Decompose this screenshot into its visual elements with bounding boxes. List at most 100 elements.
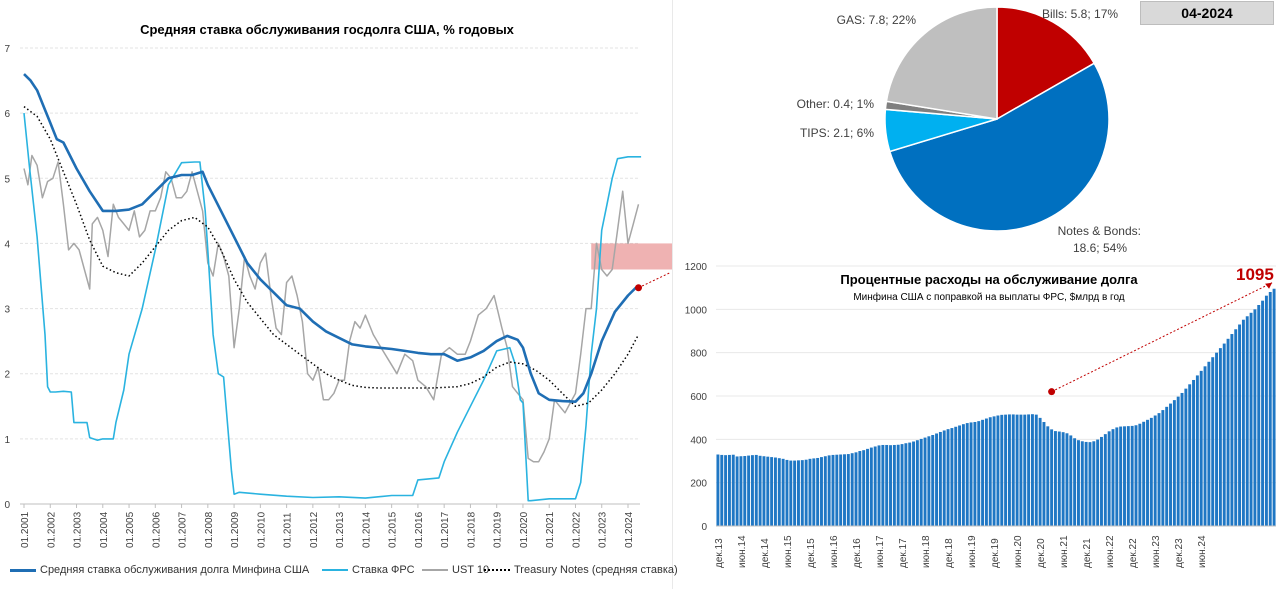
bar	[1146, 419, 1149, 526]
y-tick-label: 1	[4, 435, 10, 446]
grid	[20, 47, 640, 440]
legend-swatch	[322, 569, 348, 572]
bar	[1149, 417, 1153, 526]
interest-expense-panel: Процентные расходы на обслуживание долга…	[676, 258, 1280, 589]
bar	[797, 460, 800, 526]
x-tick-label: дек.14	[760, 538, 771, 568]
legend-item-ust10: UST 10	[422, 564, 489, 576]
x-tick-label: дек.15	[806, 538, 817, 568]
bar	[720, 454, 724, 526]
bar	[839, 454, 843, 526]
bar	[747, 455, 751, 526]
x-tick-label: дек.19	[990, 538, 1001, 568]
bar	[785, 459, 789, 526]
pie-label: TIPS: 2.1; 6%	[800, 126, 874, 140]
series-treasury-notes	[23, 105, 640, 408]
x-tick-label: 01.2014	[361, 511, 372, 548]
bar	[854, 452, 858, 526]
y-tick-label: 6	[4, 109, 10, 120]
x-tick-label: 01.2011	[283, 512, 294, 548]
bar	[1184, 388, 1188, 526]
y-tick-label: 5	[4, 174, 10, 185]
bar	[773, 457, 777, 526]
series-treasury-avg-rate	[23, 73, 637, 404]
x-tick-label: 01.2015	[388, 511, 399, 548]
bar	[908, 442, 912, 526]
bar	[1119, 426, 1123, 526]
x-tick-label: июн.20	[1013, 535, 1024, 568]
bar	[1107, 431, 1111, 526]
bar	[762, 456, 766, 526]
bar	[965, 423, 969, 526]
x-tick-label: дек.16	[852, 538, 863, 568]
bar	[984, 418, 988, 526]
bar	[739, 456, 743, 526]
bar	[850, 453, 854, 526]
bar	[858, 451, 862, 526]
bar	[1195, 375, 1199, 526]
bar	[969, 422, 973, 526]
bar	[1157, 413, 1161, 526]
bar	[735, 456, 739, 526]
bar	[1142, 421, 1146, 526]
bar	[1130, 425, 1134, 526]
bar	[1077, 440, 1080, 526]
bar	[912, 441, 915, 526]
bar	[1092, 441, 1096, 526]
x-tick-label: 01.2024	[624, 511, 635, 548]
bar	[1030, 414, 1034, 526]
bar	[716, 454, 720, 526]
bars	[716, 288, 1276, 526]
bar	[754, 454, 758, 526]
legend-label: UST 10	[452, 564, 490, 576]
x-tick-label: 01.2012	[309, 511, 320, 548]
bar	[1065, 433, 1069, 526]
bar	[793, 460, 797, 526]
bar	[1172, 400, 1176, 526]
bar	[1050, 429, 1054, 526]
bar	[1019, 414, 1023, 526]
bar	[846, 454, 850, 526]
bar	[743, 456, 747, 526]
bar	[977, 421, 981, 526]
bar	[1027, 414, 1031, 526]
bar	[731, 454, 735, 526]
bar	[781, 458, 785, 526]
bar	[881, 444, 885, 526]
bar	[1096, 439, 1100, 526]
bar	[931, 435, 935, 526]
bar	[877, 445, 881, 526]
pie-label: Bills: 5.8; 17%	[1042, 7, 1118, 21]
x-tick-label: июн.16	[829, 535, 840, 568]
series-fed-rate	[23, 113, 642, 502]
bar	[942, 430, 946, 526]
x-tick-label: дек.18	[944, 538, 955, 568]
rate-chart-panel: Средняя ставка обслуживания госдолга США…	[4, 0, 678, 589]
series-ust10	[23, 154, 640, 463]
bar	[1038, 417, 1042, 526]
legend-item-fed-rate: Ставка ФРС	[322, 564, 415, 576]
x-tick-label: 01.2009	[230, 511, 241, 548]
legend-label: Ставка ФРС	[352, 564, 415, 576]
bar	[1123, 426, 1126, 526]
bar	[1264, 295, 1268, 526]
bar	[1211, 357, 1215, 526]
bar	[1218, 348, 1222, 526]
debt-composition-panel: Bills: 5.8; 17% Notes & Bonds: 18.6; 54% TI…	[676, 0, 1280, 260]
bar	[996, 415, 1000, 526]
rate-chart-title: Средняя ставка обслуживания госдолга США…	[140, 22, 515, 37]
bar	[1176, 396, 1180, 526]
x-tick-label: 01.2005	[125, 511, 136, 548]
bar	[1073, 438, 1077, 526]
bar	[1134, 425, 1138, 526]
trend-arrow	[1051, 282, 1273, 393]
x-tick-label: 01.2017	[440, 511, 451, 548]
bar	[1015, 414, 1019, 526]
bar-chart-subtitle: Минфина США с поправкой на выплаты ФРС, …	[853, 291, 1124, 303]
y-tick-label: 800	[690, 349, 707, 360]
bar	[1234, 329, 1238, 526]
bar	[1272, 288, 1276, 526]
x-tick-label: 01.2021	[545, 511, 556, 548]
bar	[1115, 427, 1119, 526]
trend-arrow-head	[1265, 282, 1273, 289]
